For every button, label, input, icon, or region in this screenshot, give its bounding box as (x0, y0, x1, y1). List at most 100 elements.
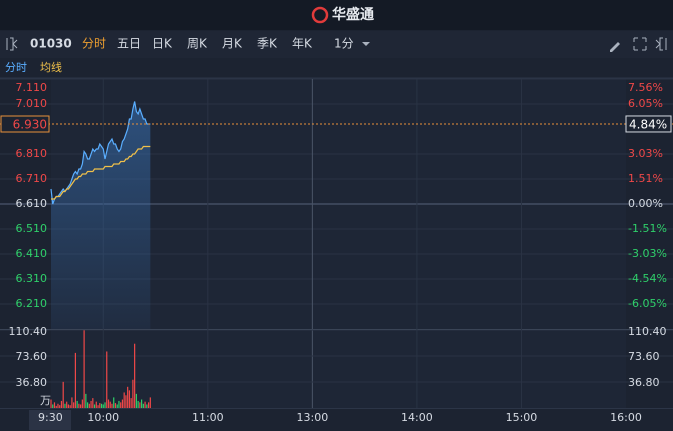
logo-icon (311, 6, 329, 24)
y2-tick-label: 7.56% (628, 81, 663, 94)
series-line (51, 145, 151, 200)
volume-tick-label: 73.60 (16, 350, 48, 363)
volume-bar (86, 402, 89, 408)
volume-bar (149, 397, 151, 408)
volume-bar (69, 405, 71, 408)
x-tick-label: 14:00 (401, 411, 433, 424)
volume-bar (116, 404, 118, 408)
volume-bar (97, 405, 99, 408)
volume-bar (113, 397, 115, 408)
volume-bar (66, 401, 68, 408)
y-tick-label: 7.010 (16, 97, 48, 110)
tab[interactable]: 月K (222, 37, 243, 51)
volume-tick-label: 73.60 (628, 350, 660, 363)
y-tick-label: 6.810 (16, 147, 48, 160)
fullscreen-icon[interactable] (633, 37, 647, 51)
interval-select[interactable]: 1分 (334, 37, 354, 51)
volume-bar (135, 393, 137, 408)
volume-bar (50, 399, 52, 408)
volume-bar (130, 398, 132, 408)
x-tick-label: 10:00 (87, 411, 119, 424)
volume-bar (59, 405, 61, 408)
volume-bar (93, 404, 96, 408)
last-change-box (625, 115, 672, 133)
volume-bar (106, 351, 108, 408)
last-price-label: 6.930 (13, 118, 47, 132)
volume-bar (125, 395, 127, 408)
volume-bar (137, 400, 139, 408)
volume-bar (76, 400, 78, 408)
tab[interactable]: 年K (292, 37, 313, 51)
volume-bar (85, 393, 87, 408)
volume-bar (127, 386, 129, 408)
volume-bar (134, 343, 136, 408)
expand-icon[interactable] (655, 37, 667, 51)
draw-icon[interactable] (610, 42, 620, 52)
volume-bar (109, 401, 111, 408)
x-tick-label: 9:30 (38, 411, 63, 424)
volume-bar (128, 390, 131, 408)
volume-bar (90, 400, 92, 408)
x-tick-label: 16:00 (610, 411, 642, 424)
legend-entry[interactable]: 分时 (5, 61, 27, 74)
volume-bar (80, 404, 82, 408)
volume-bar (121, 399, 124, 408)
volume-bar (123, 392, 125, 408)
price-area (51, 101, 151, 329)
y-tick-label: 7.110 (16, 81, 48, 94)
volume-bar (95, 401, 97, 408)
last-change-label: 4.84% (629, 117, 667, 131)
volume-tick-label: 36.80 (628, 376, 660, 389)
y2-tick-label: -4.54% (628, 272, 667, 285)
volume-bar (92, 398, 94, 408)
series-line (50, 101, 151, 205)
volume-bar (146, 404, 148, 408)
tab[interactable]: 分时 (82, 37, 106, 51)
volume-tick-label: 110.40 (628, 325, 667, 338)
y-tick-label: 6.510 (16, 222, 48, 235)
volume-bar (62, 381, 64, 408)
y-tick-label: 6.210 (16, 297, 48, 310)
volume-tick-label: 36.80 (16, 376, 48, 389)
volume-bar (139, 402, 141, 408)
tab[interactable]: 季K (257, 37, 278, 51)
collapse-icon[interactable] (6, 37, 18, 51)
volume-bar (104, 402, 106, 408)
volume-bar (120, 402, 122, 408)
last-price-box (0, 115, 50, 133)
volume-bar (67, 404, 70, 408)
header-bar (0, 0, 673, 30)
tab[interactable]: 周K (187, 37, 208, 51)
tab[interactable]: 日K (152, 37, 173, 51)
x-tick-label: 13:00 (297, 411, 329, 424)
dropdown-arrow[interactable] (362, 42, 370, 46)
volume-bar (102, 404, 104, 408)
volume-bar (81, 399, 83, 408)
volume-bar (147, 402, 150, 408)
volume-bar (55, 405, 57, 408)
volume-bar (52, 404, 54, 408)
volume-bar (107, 399, 110, 408)
volume-bar (71, 397, 73, 408)
volume-bar (57, 403, 59, 408)
y2-tick-label: 1.51% (628, 172, 663, 185)
y2-tick-label: -1.51% (628, 222, 667, 235)
y2-tick-label: 3.03% (628, 147, 663, 160)
volume-tick-label: 110.40 (9, 325, 48, 338)
tab[interactable]: 五日 (117, 37, 141, 51)
volume-bar (78, 403, 80, 408)
volume-bar (60, 400, 63, 408)
volume-bar (132, 379, 134, 408)
volume-bar (144, 401, 146, 408)
toolbar (0, 31, 673, 58)
volume-bar (99, 403, 101, 408)
volume-bar (73, 402, 75, 408)
x-tick-label: 15:00 (506, 411, 538, 424)
y2-tick-label: 6.05% (628, 97, 663, 110)
legend-entry[interactable]: 均线 (40, 60, 62, 74)
x-tick-label: 11:00 (192, 411, 224, 424)
volume-unit: 万 (40, 394, 51, 407)
y-tick-label: 6.710 (16, 172, 48, 185)
